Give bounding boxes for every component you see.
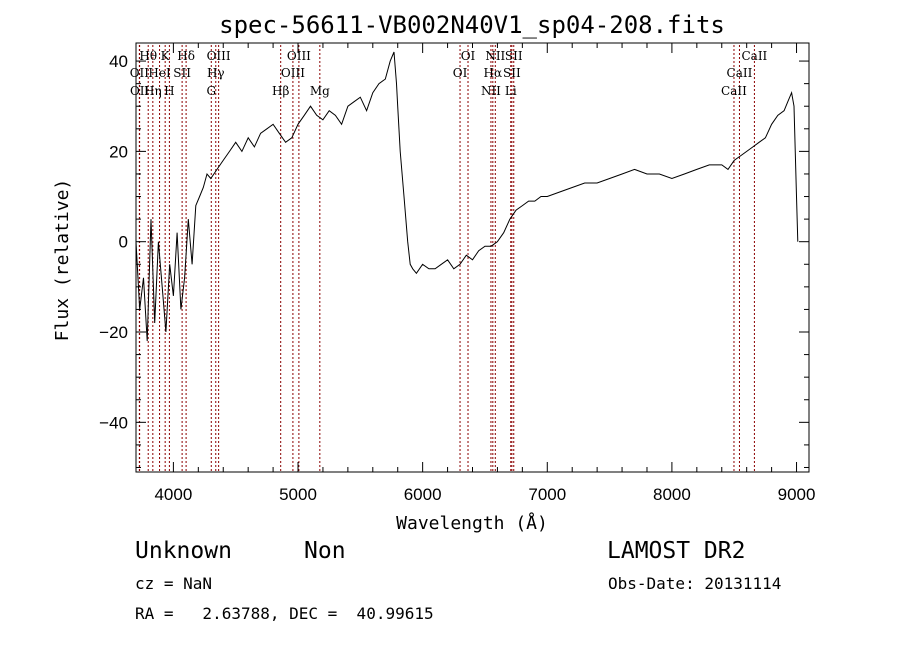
chart-title: spec-56611-VB002N40V1_sp04-208.fits — [219, 11, 725, 39]
emission-line-label: Hβ — [272, 84, 289, 98]
obs-date-text: Obs-Date: 20131114 — [608, 574, 782, 593]
emission-line-label: Mg — [310, 84, 330, 98]
emission-line-label: OII — [130, 66, 150, 80]
redshift-text: cz = NaN — [135, 574, 213, 593]
x-axis-label: Wavelength (Å) — [396, 512, 548, 534]
emission-line-label: SII — [503, 66, 521, 80]
x-tick-label: 7000 — [528, 485, 566, 504]
y-tick-label: 20 — [109, 142, 128, 161]
spectral-subclass-label: Non — [304, 538, 346, 564]
emission-line-label: OII — [130, 84, 150, 98]
emission-line-label: OIII — [207, 49, 231, 63]
emission-line-markers — [138, 45, 755, 472]
y-axis-label: Flux (relative) — [52, 179, 73, 342]
emission-line-label: K — [161, 49, 171, 63]
emission-line-label: G — [206, 84, 216, 98]
emission-line-label: Hη — [144, 84, 162, 98]
emission-line-label: OIII — [281, 66, 305, 80]
plot-frame — [135, 42, 810, 473]
emission-line-label: Hθ — [139, 49, 157, 63]
emission-line-label: Li — [505, 84, 517, 98]
emission-line-label: OIII — [287, 49, 311, 63]
emission-line-label: SII — [505, 49, 523, 63]
y-tick-label: 0 — [119, 233, 128, 252]
emission-line-label: CaII — [727, 66, 753, 80]
emission-line-label: NII — [485, 49, 505, 63]
x-tick-label: 9000 — [778, 485, 816, 504]
emission-line-label: OI — [461, 49, 476, 63]
emission-line-label: CaII — [741, 49, 767, 63]
ra-dec-text: RA = 2.63788, DEC = 40.99615 — [135, 604, 434, 623]
spectrum-line — [135, 51, 799, 342]
y-axis-ticks: 40 20 0 −20 −40 — [99, 52, 809, 468]
x-tick-label: 5000 — [279, 485, 317, 504]
emission-line-labels: HθHηOIIOIIHeIKHSIIHδGHγOIIIHβOIIIOIIIMgO… — [130, 49, 768, 98]
x-tick-label: 4000 — [154, 485, 192, 504]
survey-label: LAMOST DR2 — [607, 538, 746, 564]
emission-line-label: H — [164, 84, 174, 98]
emission-line-label: NII — [481, 84, 501, 98]
emission-line-label: CaII — [721, 84, 747, 98]
emission-line-label: Hγ — [207, 66, 225, 80]
x-axis-ticks: 4000 5000 6000 7000 8000 9000 — [154, 43, 815, 504]
spectral-class-label: Unknown — [135, 538, 232, 564]
emission-line-label: HeI — [148, 66, 171, 80]
y-tick-label: −40 — [99, 413, 128, 432]
y-tick-label: 40 — [109, 52, 128, 71]
y-tick-label: −20 — [99, 323, 128, 342]
emission-line-label: OI — [453, 66, 468, 80]
x-tick-label: 8000 — [653, 485, 691, 504]
emission-line-label: Hα — [484, 66, 503, 80]
x-tick-label: 6000 — [404, 485, 442, 504]
emission-line-label: Hδ — [177, 49, 195, 63]
emission-line-label: SII — [173, 66, 191, 80]
